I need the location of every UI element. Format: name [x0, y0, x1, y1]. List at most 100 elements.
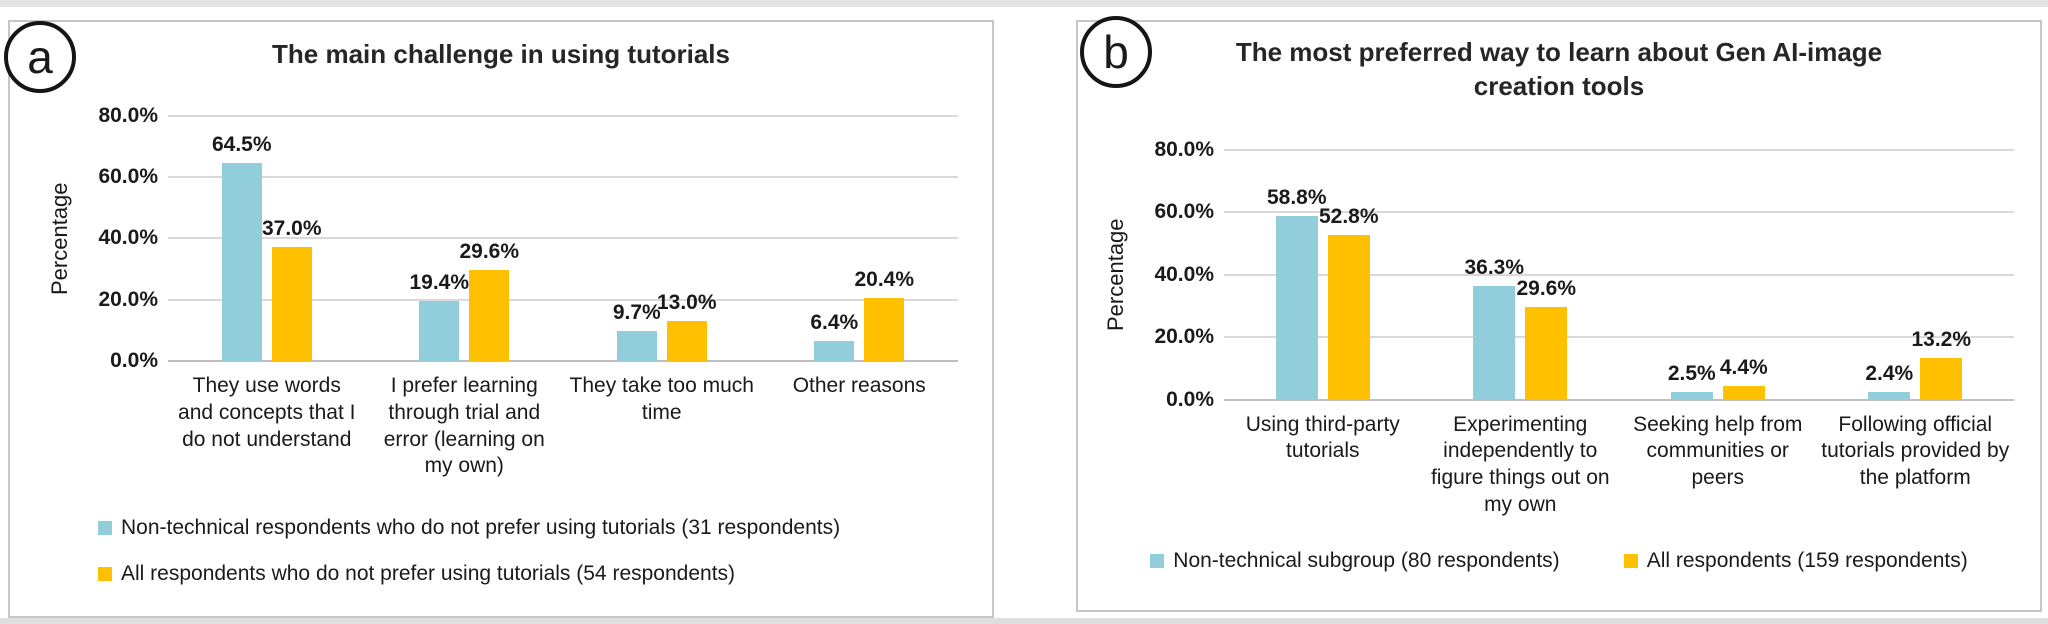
- legend: Non-technical subgroup (80 respondents) A…: [1078, 549, 2040, 573]
- gridline: [168, 176, 958, 179]
- bar-value-label: 13.2%: [1911, 328, 1972, 352]
- gridline: [168, 298, 958, 301]
- y-tick-label: 60.0%: [98, 165, 158, 189]
- bar-groups: 64.5% 37.0% 19.4% 29.6% 9.7% 13.0% 6.4% 20.4%: [168, 116, 958, 361]
- bar-group: 2.4% 13.2%: [1817, 150, 2015, 400]
- x-category-label: They take too much time: [569, 373, 754, 424]
- gridline: [168, 114, 958, 117]
- bar-value-label: 20.4%: [854, 268, 915, 292]
- x-category: Other reasons: [761, 373, 959, 481]
- x-category: Using third-party tutorials: [1224, 412, 1422, 520]
- bar-group: 2.5% 4.4%: [1619, 150, 1817, 400]
- bar: 9.7%: [613, 301, 661, 361]
- legend-swatch: [98, 521, 112, 536]
- bar: 64.5%: [212, 133, 272, 361]
- panel-b-badge-label: b: [1103, 26, 1129, 78]
- bar: 2.4%: [1865, 362, 1913, 400]
- x-axis-line: [1224, 398, 2014, 401]
- x-category: They take too much time: [563, 373, 761, 481]
- bar: 13.2%: [1911, 328, 1971, 400]
- bar-value-label: 6.4%: [810, 311, 859, 335]
- bar-value-label: 13.0%: [656, 290, 717, 314]
- bar-value-label: 2.4%: [1865, 362, 1914, 386]
- bar: 36.3%: [1464, 256, 1524, 400]
- gridline: [1224, 336, 2014, 339]
- legend-swatch: [1623, 554, 1638, 569]
- legend-item: Non-technical respondents who do not pre…: [98, 516, 840, 540]
- bar-value-label: 29.6%: [1516, 277, 1577, 301]
- chart-panel-a: a The main challenge in using tutorials …: [4, 20, 994, 618]
- x-category-label: Using third-party tutorials: [1245, 412, 1400, 463]
- bar-value-label: 4.4%: [1719, 355, 1768, 379]
- y-axis-ticks: 0.0% 20.0% 40.0% 60.0% 80.0%: [1140, 138, 1224, 411]
- gridline: [1224, 273, 2014, 276]
- legend-label: Non-technical subgroup (80 respondents): [1173, 549, 1560, 573]
- y-axis-title: Percentage: [47, 182, 72, 295]
- x-axis-categories: They use words and concepts that I do no…: [168, 373, 958, 481]
- bar-value-label: 9.7%: [612, 301, 661, 325]
- plot-area: 58.8% 52.8% 36.3% 29.6% 2.5% 4.4% 2.4% 13.2%: [1224, 148, 2014, 401]
- bar-value-label: 2.5%: [1667, 361, 1716, 385]
- bar: 29.6%: [1516, 277, 1576, 400]
- x-category-label: Seeking help from communities or peers: [1633, 412, 1803, 490]
- page-bottom-edge: [0, 618, 2048, 624]
- panel-b-badge: b: [1080, 16, 1152, 88]
- bar: 52.8%: [1319, 205, 1379, 400]
- x-category: They use words and concepts that I do no…: [168, 373, 366, 481]
- y-tick-label: 0.0%: [110, 348, 158, 372]
- bar-group: 6.4% 20.4%: [761, 116, 959, 361]
- x-axis-line: [168, 359, 958, 362]
- x-category-label: Following official tutorials provided by…: [1821, 412, 2010, 490]
- y-tick-label: 60.0%: [1154, 200, 1214, 224]
- x-axis-categories: Using third-party tutorials Experimenting…: [1224, 412, 2014, 520]
- chart-b: Percentage 0.0% 20.0% 40.0% 60.0% 80.0% 58.8…: [1092, 138, 2014, 520]
- chart-a-title: The main challenge in using tutorials: [272, 39, 730, 69]
- bar-groups: 58.8% 52.8% 36.3% 29.6% 2.5% 4.4% 2.4% 13.2%: [1224, 150, 2014, 400]
- x-category-label: Other reasons: [792, 373, 926, 397]
- legend-label: All respondents (159 respondents): [1646, 549, 1968, 573]
- x-category-label: I prefer learning through trial and erro…: [383, 373, 545, 478]
- x-category: I prefer learning through trial and erro…: [366, 373, 564, 481]
- panel-a-badge-label: a: [27, 31, 53, 83]
- legend: Non-technical respondents who do not pre…: [98, 516, 992, 586]
- bar: 4.4%: [1720, 356, 1768, 400]
- gridline: [168, 237, 958, 240]
- bar: 37.0%: [262, 217, 322, 361]
- legend-label: All respondents who do not prefer using …: [121, 562, 736, 586]
- x-category-label: Experimenting independently to figure th…: [1430, 412, 1610, 517]
- bar: 13.0%: [657, 291, 717, 361]
- page-top-edge: [0, 0, 2048, 7]
- gridline: [1224, 211, 2014, 214]
- legend-item: All respondents (159 respondents): [1623, 549, 1968, 573]
- bar-value-label: 29.6%: [459, 240, 520, 264]
- y-tick-label: 80.0%: [98, 103, 158, 127]
- x-category: Experimenting independently to figure th…: [1422, 412, 1620, 520]
- bar-value-label: 37.0%: [261, 217, 322, 241]
- panel-a-badge: a: [4, 21, 76, 93]
- plot-area: 64.5% 37.0% 19.4% 29.6% 9.7% 13.0% 6.4% 20.4%: [168, 114, 958, 362]
- bar-value-label: 19.4%: [409, 271, 470, 295]
- legend-item: All respondents who do not prefer using …: [98, 562, 735, 586]
- gridline: [1224, 148, 2014, 151]
- legend-item: Non-technical subgroup (80 respondents): [1150, 549, 1560, 573]
- x-category: Seeking help from communities or peers: [1619, 412, 1817, 520]
- y-tick-label: 40.0%: [98, 226, 158, 250]
- bar: 58.8%: [1267, 186, 1327, 400]
- y-tick-label: 0.0%: [1166, 387, 1214, 411]
- chart-panel-b: b The most preferred way to learn about …: [1076, 16, 2042, 612]
- bar-group: 36.3% 29.6%: [1422, 150, 1620, 400]
- y-axis-title: Percentage: [1103, 218, 1128, 331]
- bar-value-label: 36.3%: [1464, 256, 1525, 280]
- bar-group: 64.5% 37.0%: [168, 116, 366, 361]
- x-category-label: They use words and concepts that I do no…: [178, 373, 356, 451]
- y-tick-label: 80.0%: [1154, 137, 1214, 161]
- bar-value-label: 58.8%: [1266, 185, 1327, 209]
- bar: 2.5%: [1668, 362, 1716, 400]
- y-tick-label: 40.0%: [1154, 262, 1214, 286]
- y-tick-label: 20.0%: [1154, 325, 1214, 349]
- legend-swatch: [98, 567, 112, 582]
- y-axis-ticks: 0.0% 20.0% 40.0% 60.0% 80.0%: [84, 104, 168, 372]
- legend-label: Non-technical respondents who do not pre…: [121, 516, 841, 540]
- bar: 19.4%: [409, 271, 469, 361]
- y-tick-label: 20.0%: [98, 287, 158, 311]
